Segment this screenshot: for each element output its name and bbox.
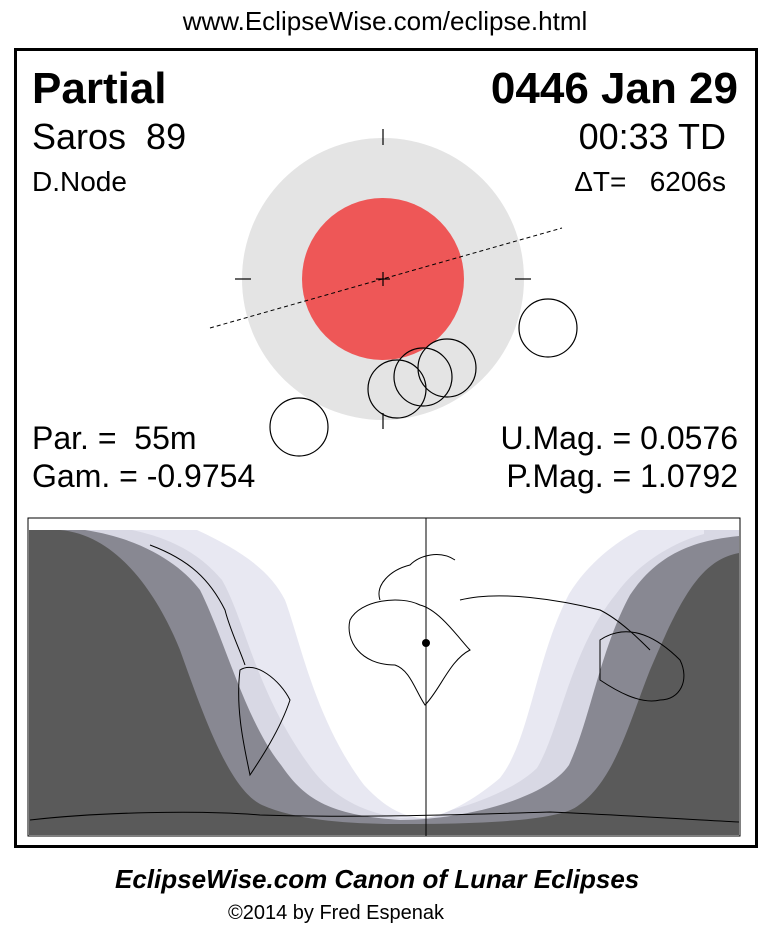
- moon-position-p1: [269, 397, 329, 457]
- eclipse-date: 0446 Jan 29: [490, 64, 738, 113]
- eclipse-panel: [14, 48, 758, 848]
- greatest-eclipse-point: [422, 639, 430, 647]
- saros-number: Saros 89: [32, 116, 187, 157]
- header-url[interactable]: www.EclipseWise.com/eclipse.html: [182, 6, 588, 36]
- eclipse-time: 00:33 TD: [578, 116, 726, 157]
- moon-position-p4: [518, 298, 578, 358]
- moon-position-u1: [367, 359, 427, 419]
- moon-position-greatest: [393, 347, 453, 407]
- footer-title: EclipseWise.com Canon of Lunar Eclipses: [115, 864, 640, 894]
- tick-marks: [235, 129, 531, 429]
- eclipse-type: Partial: [32, 64, 167, 113]
- coastlines: [29, 544, 740, 823]
- ecliptic-line: [209, 227, 563, 329]
- map-visible-region: [197, 530, 639, 818]
- gamma: Gam. = -0.9754: [32, 458, 256, 494]
- node: D.Node: [32, 166, 127, 197]
- partial-duration: Par. = 55m: [32, 420, 197, 456]
- moon-position-u4: [417, 338, 477, 398]
- footer-copyright: ©2014 by Fred Espenak: [228, 902, 444, 924]
- umbral-magnitude: U.Mag. = 0.0576: [500, 420, 738, 456]
- penumbral-magnitude: P.Mag. = 1.0792: [506, 458, 738, 494]
- delta-t: ΔT= 6206s: [574, 166, 726, 197]
- visibility-map: [27, 517, 741, 837]
